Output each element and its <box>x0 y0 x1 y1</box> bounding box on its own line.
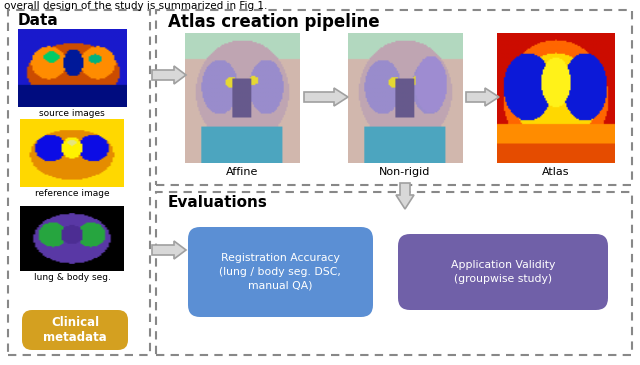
FancyBboxPatch shape <box>22 310 128 350</box>
Polygon shape <box>152 241 186 259</box>
Polygon shape <box>304 88 348 106</box>
Text: reference image: reference image <box>35 189 109 198</box>
FancyBboxPatch shape <box>398 234 608 310</box>
Text: Registration Accuracy
(lung / body seg. DSC,
manual QA): Registration Accuracy (lung / body seg. … <box>219 253 341 291</box>
Polygon shape <box>466 88 499 106</box>
Text: Non-rigid: Non-rigid <box>380 167 431 177</box>
Text: Evaluations: Evaluations <box>168 195 268 210</box>
Polygon shape <box>396 183 414 209</box>
Text: Clinical
metadata: Clinical metadata <box>43 316 107 344</box>
Text: source images: source images <box>39 109 105 118</box>
FancyBboxPatch shape <box>8 10 150 355</box>
FancyBboxPatch shape <box>156 10 632 185</box>
Text: Data: Data <box>18 13 59 28</box>
FancyBboxPatch shape <box>188 227 373 317</box>
Text: lung & body seg.: lung & body seg. <box>33 273 111 282</box>
FancyBboxPatch shape <box>156 192 632 355</box>
Text: Atlas creation pipeline: Atlas creation pipeline <box>168 13 380 31</box>
Polygon shape <box>152 66 186 84</box>
Text: Application Validity
(groupwise study): Application Validity (groupwise study) <box>451 260 555 284</box>
Text: overall design of the study is summarized in Fig 1.: overall design of the study is summarize… <box>4 1 268 11</box>
Text: Atlas: Atlas <box>542 167 570 177</box>
Text: Affine: Affine <box>226 167 258 177</box>
